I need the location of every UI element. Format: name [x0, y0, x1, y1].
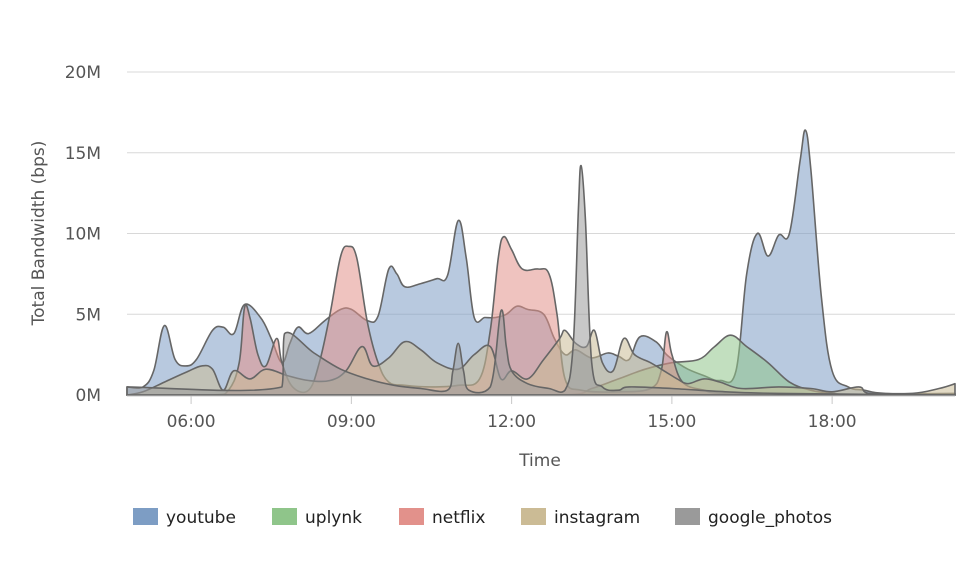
x-tick-label-1: 09:00 [327, 412, 376, 432]
x-tick-label-2: 12:00 [487, 412, 536, 432]
legend-item-instagram[interactable]: instagram [521, 508, 640, 528]
y-tick-label-3: 15M [65, 144, 101, 164]
x-axis-title: Time [518, 451, 561, 471]
legend: youtube uplynk netflix instagram google_phot… [133, 508, 832, 528]
legend-label-instagram: instagram [554, 508, 640, 528]
legend-item-youtube[interactable]: youtube [133, 508, 236, 528]
legend-label-uplynk: uplynk [305, 508, 362, 528]
series-area-google-photos[interactable] [126, 164, 956, 396]
y-tick-label-2: 10M [65, 225, 101, 245]
legend-item-netflix[interactable]: netflix [399, 508, 485, 528]
y-tick-label-0: 0M [76, 386, 101, 406]
x-tick-label-0: 06:00 [167, 412, 216, 432]
legend-label-youtube: youtube [166, 508, 236, 528]
y-tick-label-1: 5M [76, 305, 101, 325]
x-tick-label-4: 18:00 [808, 412, 857, 432]
legend-label-google-photos: google_photos [708, 508, 832, 528]
legend-item-uplynk[interactable]: uplynk [272, 508, 362, 528]
legend-item-google-photos[interactable]: google_photos [675, 508, 832, 528]
y-axis-title: Total Bandwidth (bps) [29, 141, 49, 327]
axis-layer: 0M 5M 10M 15M 20M 06:00 09:00 12:00 15:00 18:00 [65, 63, 955, 432]
x-tick-label-3: 15:00 [647, 412, 696, 432]
legend-swatch-youtube [133, 508, 158, 525]
series-layer [126, 129, 956, 396]
y-tick-label-4: 20M [65, 63, 101, 83]
legend-swatch-google-photos [675, 508, 700, 525]
legend-swatch-netflix [399, 508, 424, 525]
legend-swatch-uplynk [272, 508, 297, 525]
series-area-instagram[interactable] [126, 329, 956, 396]
legend-label-netflix: netflix [432, 508, 485, 528]
legend-swatch-instagram [521, 508, 546, 525]
